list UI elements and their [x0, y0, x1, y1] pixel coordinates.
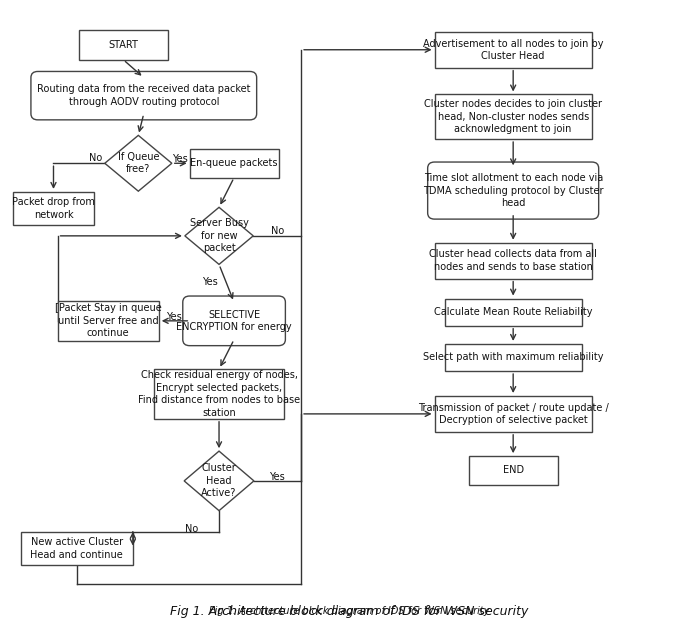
Text: No: No	[271, 226, 284, 236]
Text: Fig 1. Architecture block diagram of IDS for WSN security: Fig 1. Architecture block diagram of IDS…	[170, 605, 528, 618]
Text: Cluster nodes decides to join cluster
head, Non-cluster nodes sends
acknowledgme: Cluster nodes decides to join cluster he…	[424, 99, 602, 134]
Text: [Packet Stay in queue
until Server free and
continue: [Packet Stay in queue until Server free …	[55, 303, 162, 338]
Text: Select path with maximum reliability: Select path with maximum reliability	[423, 353, 603, 363]
Text: En-queue packets: En-queue packets	[191, 158, 278, 168]
FancyBboxPatch shape	[58, 301, 159, 341]
Text: Calculate Mean Route Reliability: Calculate Mean Route Reliability	[434, 307, 593, 317]
FancyBboxPatch shape	[21, 532, 133, 565]
Polygon shape	[105, 135, 172, 191]
Text: Check residual energy of nodes,
Encrypt selected packets,
Find distance from nod: Check residual energy of nodes, Encrypt …	[138, 370, 300, 418]
Text: New active Cluster
Head and continue: New active Cluster Head and continue	[31, 537, 123, 560]
FancyBboxPatch shape	[434, 396, 592, 432]
Polygon shape	[184, 451, 254, 511]
Text: Time slot allotment to each node via
TDMA scheduling protocol by Cluster
head: Time slot allotment to each node via TDM…	[423, 173, 603, 208]
Text: Advertisement to all nodes to join by
Cluster Head: Advertisement to all nodes to join by Cl…	[423, 39, 603, 61]
Text: SELECTIVE
ENCRYPTION for energy: SELECTIVE ENCRYPTION for energy	[177, 310, 292, 332]
FancyBboxPatch shape	[434, 242, 592, 279]
Text: Server Busy
for new
packet: Server Busy for new packet	[190, 218, 248, 253]
Text: Cluster
Head
Active?: Cluster Head Active?	[201, 463, 237, 498]
Text: START: START	[108, 40, 138, 50]
Text: Yes: Yes	[172, 154, 188, 164]
Text: Yes: Yes	[269, 472, 285, 482]
FancyBboxPatch shape	[154, 369, 284, 419]
FancyBboxPatch shape	[469, 456, 558, 485]
FancyBboxPatch shape	[445, 344, 581, 371]
Text: No: No	[185, 523, 198, 534]
FancyBboxPatch shape	[445, 299, 581, 326]
FancyBboxPatch shape	[79, 30, 168, 60]
Text: Yes: Yes	[202, 277, 217, 287]
FancyBboxPatch shape	[434, 94, 592, 139]
Polygon shape	[185, 208, 253, 265]
FancyBboxPatch shape	[13, 192, 94, 225]
Text: Cluster head collects data from all
nodes and sends to base station: Cluster head collects data from all node…	[429, 249, 597, 272]
Text: If Queue
free?: If Queue free?	[117, 152, 159, 175]
Text: Routing data from the received data packet
through AODV routing protocol: Routing data from the received data pack…	[37, 84, 251, 107]
FancyBboxPatch shape	[31, 72, 257, 120]
FancyBboxPatch shape	[434, 32, 592, 68]
Text: Fig 1. Architecture block diagram of IDS for WSN security: Fig 1. Architecture block diagram of IDS…	[209, 606, 489, 616]
Text: Transmission of packet / route update /
Decryption of selective packet: Transmission of packet / route update / …	[418, 403, 609, 425]
FancyBboxPatch shape	[183, 296, 285, 346]
FancyBboxPatch shape	[190, 149, 279, 177]
Text: END: END	[503, 465, 524, 475]
Text: Yes: Yes	[166, 311, 181, 322]
FancyBboxPatch shape	[428, 162, 599, 219]
Text: No: No	[89, 153, 103, 163]
Text: Packet drop from
network: Packet drop from network	[12, 197, 95, 220]
